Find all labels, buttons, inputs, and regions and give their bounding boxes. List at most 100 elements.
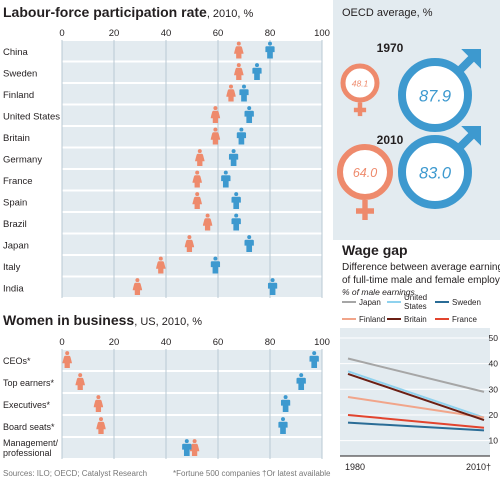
tick-label-40: 40 [161,28,172,39]
row-band-germany [62,148,322,168]
male-symbol-2010-arrow-head [461,125,482,146]
category-label-spain: Spain [3,197,27,208]
wage-gap-subtitle: Difference between average earnings of f… [342,262,500,286]
labour-title: Labour-force participation rate, 2010, % [3,4,254,20]
male-symbol-1970-arrow-head [461,48,482,69]
wg-line-japan [347,357,485,393]
male-symbol-1970-value: 87.9 [419,88,451,106]
wage-gap-series [347,357,485,432]
tick-label-100: 100 [314,28,330,39]
row-band-executives [62,394,322,414]
female-symbol-2010: 64.0 [337,144,393,220]
legend-label-britain: Britain [404,315,427,324]
category-label-japan: Japan [3,240,29,251]
category-label-sweden: Sweden [3,68,37,79]
row-band-india [62,277,322,297]
row-band-united-states [62,105,322,125]
business-title: Women in business, US, 2010, % [3,312,202,328]
wg-tick-label-20: 20 [489,410,499,420]
wage-gap-x-axis: 1980 2010† [340,455,491,472]
category-label-executives: Executives* [3,400,51,410]
female-symbol-1970: 48.1 [340,63,380,117]
wg-line-finland [347,396,485,419]
oecd-title: OECD average, % [342,7,433,19]
wg-tick-label-10: 10 [489,436,499,446]
male-symbol-2010: 83.0 [398,125,482,209]
row-band-britain [62,127,322,147]
tick-label-80: 80 [265,337,276,348]
category-label-britain: Britain [3,133,30,144]
category-label-united-states: United States [3,111,60,122]
row-band-finland [62,84,322,104]
wg-line-britain [347,372,485,422]
wg-line-sweden [347,421,485,432]
wg-tick-label-30: 30 [489,384,499,394]
wg-line-united-states [347,370,485,419]
row-band-board-seats [62,416,322,436]
category-label-top-earners: Top earners* [3,378,55,388]
row-band-sweden [62,62,322,82]
tick-label-60: 60 [213,337,224,348]
wage-gap-gridlines: 10 20 30 40 50 [340,333,498,446]
legend-label-sweden: Sweden [452,298,481,307]
row-band-ceos [62,350,322,370]
category-label-italy: Italy [3,262,21,273]
legend-label-finland: Finland [359,315,385,324]
labour-tick-labels: 0 20 40 60 80 100 [59,28,330,39]
row-band-china [62,41,322,61]
category-label-germany: Germany [3,154,42,165]
oecd-symbols: 1970 48.1 87.9 2010 64.0 83.0 [337,41,482,220]
row-band-spain [62,191,322,211]
category-label-brazil: Brazil [3,219,27,230]
male-symbol-2010-ring [398,135,472,209]
tick-label-40: 40 [161,337,172,348]
tick-label-80: 80 [265,28,276,39]
labour-gridlines [61,40,323,298]
legend-label-japan: Japan [359,298,381,307]
female-symbol-1970-ring [340,63,380,103]
labour-row-bands [62,41,322,297]
female-symbol-2010-ring [337,144,393,200]
row-band-brazil [62,213,322,233]
business-tick-labels: 0 20 40 60 80 100 [59,337,330,348]
wg-x-label-2010: 2010† [466,462,491,472]
business-gridlines [61,349,323,459]
business-row-bands [62,350,322,458]
wage-gap-ylabel: % of male earnings [342,287,416,297]
footer-note-latest: †Or latest available [262,469,331,478]
wg-tick-label-40: 40 [489,359,499,369]
labour-country-labels: China Sweden Finland United States Britain Ge… [3,47,60,295]
female-symbol-1970-value: 48.1 [352,78,369,88]
tick-label-20: 20 [109,337,120,348]
category-label-china: China [3,47,29,58]
row-band-italy [62,256,322,276]
tick-label-20: 20 [109,28,120,39]
category-label-ceos: CEOs* [3,356,31,366]
male-symbol-1970-ring [398,58,472,132]
wage-gap-legend: Japan United States Sweden Finland Britain Fra… [342,293,481,324]
female-symbol-2010-value: 64.0 [353,166,377,180]
footer-note-fortune: *Fortune 500 companies [173,469,260,478]
tick-label-100: 100 [314,337,330,348]
wage-gap-plot-background [340,328,490,456]
category-label-india: India [3,283,24,294]
oecd-year-1970: 1970 [377,41,404,55]
legend-label-france: France [452,315,477,324]
footer-sources: Sources: ILO; OECD; Catalyst Research [3,469,147,478]
wage-gap-title: Wage gap [342,242,408,258]
tick-label-60: 60 [213,28,224,39]
wg-x-label-1980: 1980 [345,462,365,472]
category-label-france: France [3,176,33,187]
oecd-year-2010: 2010 [377,133,404,147]
category-label-board-seats: Board seats* [3,422,55,432]
wg-line-france [347,413,485,429]
row-band-top-earners [62,372,322,392]
category-label-finland: Finland [3,90,34,101]
tick-label-0: 0 [59,337,64,348]
wg-tick-label-50: 50 [489,333,499,343]
tick-label-0: 0 [59,28,64,39]
business-category-labels: CEOs* Top earners* Executives* Board seats*… [3,356,59,458]
category-label-management-professional: Management/professional [3,438,59,458]
